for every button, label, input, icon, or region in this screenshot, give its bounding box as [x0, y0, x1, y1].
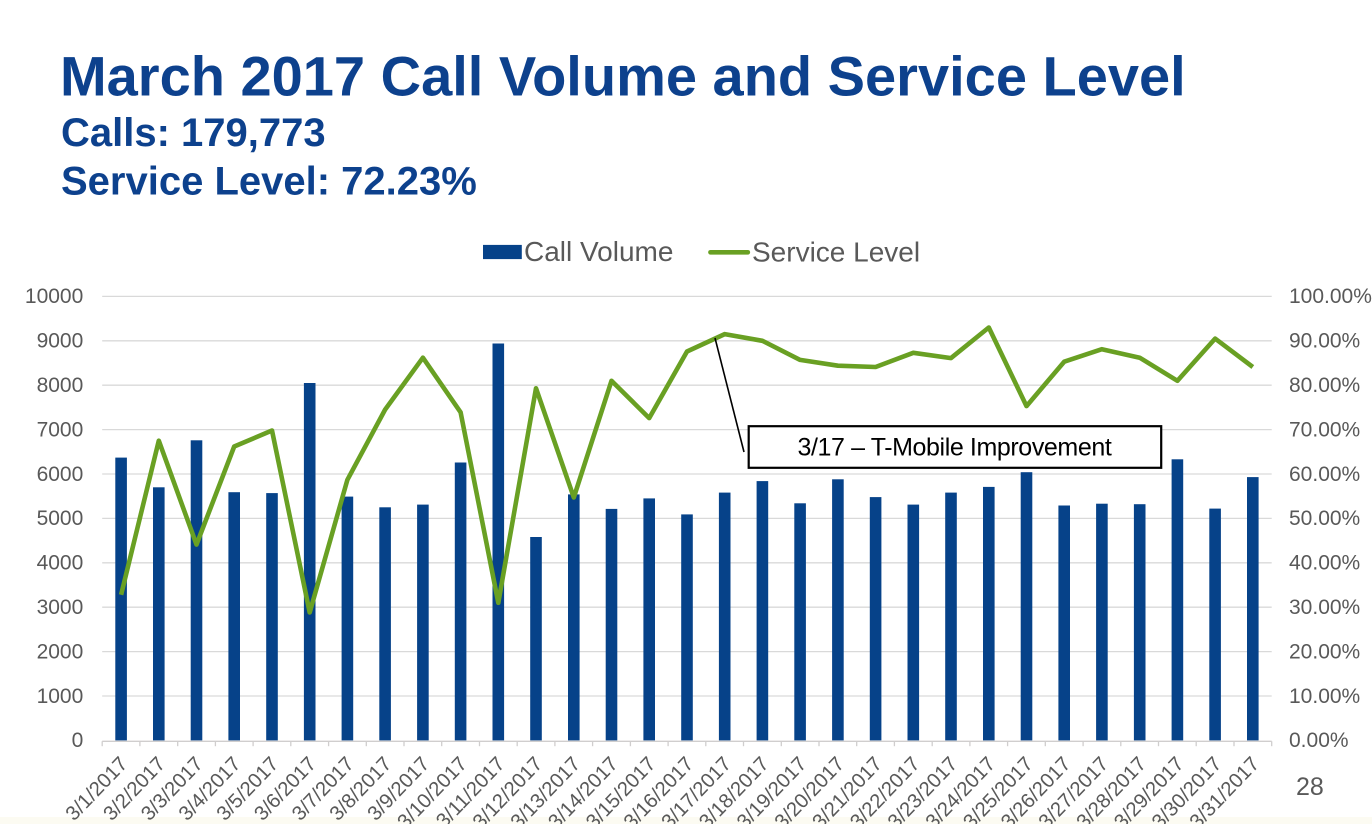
svg-text:70.00%: 70.00%: [1289, 418, 1360, 441]
svg-text:March 2017 Call Volume and Ser: March 2017 Call Volume and Service Level: [60, 44, 1186, 107]
svg-text:100.00%: 100.00%: [1289, 285, 1372, 308]
svg-text:5000: 5000: [37, 507, 84, 530]
svg-text:9000: 9000: [37, 330, 84, 353]
svg-text:Service Level: Service Level: [752, 236, 920, 267]
svg-text:Service Level: 72.23%: Service Level: 72.23%: [61, 160, 477, 204]
svg-text:1000: 1000: [37, 685, 84, 708]
svg-text:30.00%: 30.00%: [1289, 596, 1360, 619]
svg-text:10.00%: 10.00%: [1289, 685, 1360, 708]
svg-text:Calls: 179,773: Calls: 179,773: [61, 111, 326, 155]
svg-text:40.00%: 40.00%: [1289, 552, 1360, 575]
svg-text:0: 0: [72, 729, 84, 752]
svg-text:90.00%: 90.00%: [1289, 330, 1360, 353]
svg-text:50.00%: 50.00%: [1289, 507, 1360, 530]
svg-text:60.00%: 60.00%: [1289, 463, 1360, 486]
svg-text:4000: 4000: [37, 552, 84, 575]
svg-text:10000: 10000: [25, 285, 83, 308]
svg-text:28: 28: [1296, 773, 1324, 801]
svg-text:80.00%: 80.00%: [1289, 374, 1360, 397]
svg-text:2000: 2000: [37, 640, 84, 663]
svg-text:7000: 7000: [37, 418, 84, 441]
svg-text:8000: 8000: [37, 374, 84, 397]
svg-text:6000: 6000: [37, 463, 84, 486]
svg-text:0.00%: 0.00%: [1289, 729, 1349, 752]
svg-text:3/17 – T-Mobile Improvement: 3/17 – T-Mobile Improvement: [798, 434, 1112, 462]
svg-text:20.00%: 20.00%: [1289, 640, 1360, 663]
svg-text:Call Volume: Call Volume: [524, 236, 673, 267]
svg-text:3000: 3000: [37, 596, 84, 619]
